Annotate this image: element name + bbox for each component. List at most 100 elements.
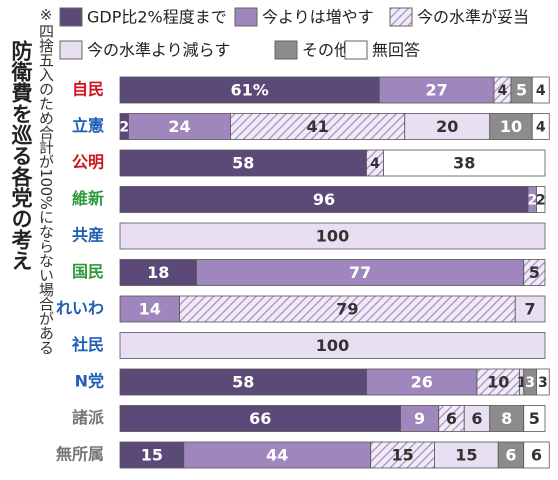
bar-segment xyxy=(119,76,380,104)
bar-segment xyxy=(370,441,435,469)
data-label: 9 xyxy=(414,409,425,428)
data-label: 20 xyxy=(436,117,458,136)
bar-segment xyxy=(383,149,546,177)
legend-label: 今よりは増やす xyxy=(262,8,374,27)
bar-segment xyxy=(119,222,546,250)
legend-label: GDP比2%程度まで xyxy=(87,8,227,27)
bar-segment xyxy=(476,368,520,396)
data-label: 41 xyxy=(306,117,328,136)
data-label: 10 xyxy=(487,373,509,392)
category-label: れいわ xyxy=(56,299,104,318)
legend-label: 無回答 xyxy=(372,41,420,60)
legend-swatch xyxy=(59,40,83,60)
bar-segment xyxy=(400,405,440,432)
legend-swatch xyxy=(274,40,298,60)
note: ※四捨五入のため合計が100%にならない場合がある xyxy=(37,6,55,355)
bar-segment xyxy=(514,295,546,323)
data-label: 96 xyxy=(313,190,335,209)
category-label: 公明 xyxy=(72,153,104,172)
legend-swatch xyxy=(389,7,413,27)
data-label: 3 xyxy=(525,375,535,391)
bar-segment xyxy=(531,113,550,140)
bar-segment xyxy=(523,405,546,432)
category-label: 無所属 xyxy=(56,445,104,464)
legend-swatch xyxy=(234,7,258,27)
bar-segment xyxy=(119,441,185,469)
data-label: 15 xyxy=(455,446,477,465)
data-label: 61% xyxy=(230,81,268,100)
bar-segment xyxy=(523,259,546,286)
data-label: 2 xyxy=(119,120,129,136)
data-label: 6 xyxy=(471,409,482,428)
data-label: 15 xyxy=(141,446,163,465)
data-label: 4 xyxy=(536,120,546,136)
data-label: 4 xyxy=(536,83,546,99)
data-label: 10 xyxy=(500,117,522,136)
data-label: 8 xyxy=(501,409,512,428)
bar-segment xyxy=(119,405,401,432)
data-label: 2 xyxy=(527,193,537,209)
data-label: 1 xyxy=(517,375,527,391)
bar-segment xyxy=(119,149,367,177)
category-label: 国民 xyxy=(72,262,104,281)
bar-segment xyxy=(489,113,533,140)
data-label: 2 xyxy=(536,193,546,209)
data-label: 5 xyxy=(516,81,527,100)
category-label: 諸派 xyxy=(72,408,105,427)
data-label: 6 xyxy=(446,409,457,428)
bar-segment xyxy=(119,186,529,213)
bar-segment xyxy=(179,295,516,323)
category-label: N党 xyxy=(75,372,104,391)
legend-label: 今の水準が妥当 xyxy=(417,8,529,27)
bar-segment xyxy=(119,295,180,323)
data-label: 100 xyxy=(316,227,349,246)
data-label: 44 xyxy=(266,446,288,465)
category-label: 共産 xyxy=(72,226,104,245)
data-label: 6 xyxy=(531,446,542,465)
data-label: 79 xyxy=(336,300,358,319)
bar-segment xyxy=(536,186,546,213)
data-label: 24 xyxy=(168,117,190,136)
legend-swatch xyxy=(344,40,368,60)
data-label: 5 xyxy=(529,409,540,428)
data-label: 58 xyxy=(232,373,254,392)
legend-label: その他 xyxy=(302,41,350,60)
category-label: 立憲 xyxy=(72,116,104,135)
legend-swatch xyxy=(59,7,83,27)
data-label: 27 xyxy=(425,81,447,100)
category-label: 維新 xyxy=(72,189,104,208)
data-label: 14 xyxy=(139,300,161,319)
bar-segment xyxy=(119,259,197,286)
bar-segment xyxy=(434,441,499,469)
data-label: 26 xyxy=(411,373,433,392)
chart-title: 防衛費を巡る各党の考え xyxy=(9,40,33,271)
data-label: 58 xyxy=(232,154,254,173)
bar-segment xyxy=(523,441,550,469)
legend-label: 今の水準より減らす xyxy=(87,41,230,60)
bar-segment xyxy=(196,259,525,286)
bar-segment xyxy=(531,76,550,104)
bar-segment xyxy=(404,113,491,140)
data-label: 4 xyxy=(498,83,508,99)
data-label: 38 xyxy=(453,154,475,173)
data-label: 7 xyxy=(525,300,536,319)
data-label: 3 xyxy=(538,375,548,391)
data-label: 77 xyxy=(349,263,371,282)
bar-segment xyxy=(497,441,525,469)
category-label: 社民 xyxy=(71,335,104,354)
bar-segment xyxy=(438,405,465,432)
data-label: 18 xyxy=(147,263,169,282)
data-label: 100 xyxy=(316,336,349,355)
bar-segment xyxy=(378,76,495,104)
data-label: 6 xyxy=(505,446,516,465)
category-label: 自民 xyxy=(72,80,104,99)
bar-segment xyxy=(230,113,406,140)
bar-segment xyxy=(119,332,546,359)
data-label: 66 xyxy=(249,409,271,428)
bar-segment xyxy=(536,368,550,396)
data-label: 5 xyxy=(529,263,540,282)
bar-segment xyxy=(119,368,367,396)
bar-segment xyxy=(463,405,491,432)
